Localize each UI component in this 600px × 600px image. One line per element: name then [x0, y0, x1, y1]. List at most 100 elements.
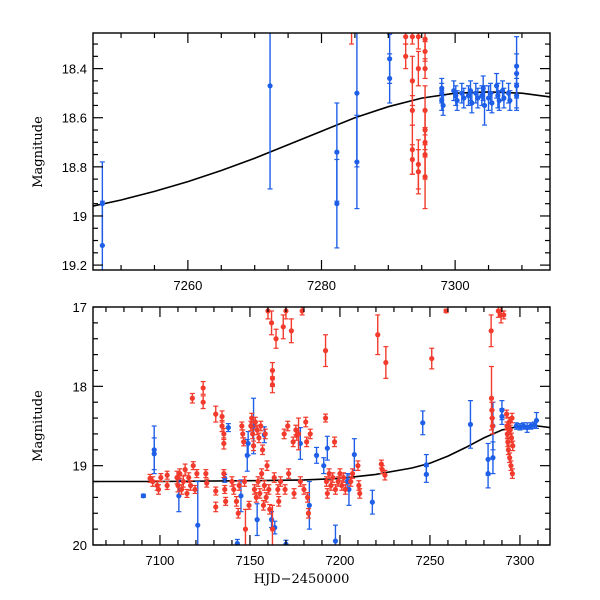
marker: [467, 421, 474, 428]
data-point: [177, 468, 183, 479]
data-point: [383, 346, 389, 379]
data-point: [194, 469, 200, 479]
data-point: [422, 40, 428, 62]
data-point: [510, 440, 516, 452]
marker: [256, 435, 262, 441]
marker: [313, 452, 320, 458]
data-point: [409, 144, 415, 175]
marker: [235, 510, 241, 516]
marker: [254, 427, 260, 433]
marker: [504, 411, 510, 417]
data-point: [403, 33, 409, 45]
data-point: [273, 328, 279, 349]
marker: [342, 486, 348, 493]
marker: [346, 486, 352, 493]
marker: [267, 506, 273, 512]
bottom-panel: 7100 7150 7200 7250 7300 17 18 19 20 Magnitude HJD…: [31, 300, 551, 587]
data-point: [213, 405, 219, 423]
data-point: [305, 507, 312, 519]
data-point: [415, 33, 421, 50]
data-point: [475, 87, 481, 109]
marker: [324, 445, 330, 451]
data-point: [263, 492, 269, 503]
data-point: [250, 428, 256, 440]
data-point: [501, 87, 507, 109]
data-point: [213, 501, 219, 513]
data-point: [423, 465, 429, 483]
data-point: [357, 488, 363, 499]
data-point: [246, 500, 252, 510]
marker: [403, 53, 409, 59]
data-point: [245, 430, 251, 456]
marker: [420, 420, 426, 426]
data-point: [513, 53, 520, 80]
marker: [186, 474, 192, 481]
data-point: [269, 376, 276, 394]
data-point: [233, 496, 240, 507]
data-point: [203, 469, 209, 479]
marker: [513, 63, 520, 69]
marker: [323, 478, 330, 485]
data-point: [268, 310, 275, 336]
data-point: [242, 508, 249, 545]
data-point: [241, 476, 248, 487]
marker: [339, 482, 345, 489]
marker: [254, 517, 260, 523]
marker: [473, 90, 479, 96]
marker: [496, 97, 502, 104]
marker: [151, 451, 157, 457]
x-tick-label: 7150: [235, 553, 264, 568]
data-point: [378, 459, 384, 469]
data-point: [189, 392, 195, 404]
marker: [277, 478, 284, 485]
marker: [357, 490, 363, 497]
data-point: [264, 460, 270, 472]
marker: [241, 439, 247, 445]
marker: [222, 486, 228, 493]
data-point: [266, 484, 272, 495]
marker: [489, 100, 495, 106]
marker: [258, 423, 264, 429]
marker: [356, 482, 362, 489]
data-point: [288, 318, 294, 344]
y-tick-label: 18.8: [62, 160, 87, 175]
data-point: [280, 314, 286, 340]
marker: [513, 93, 520, 99]
model-curve: [93, 425, 550, 483]
marker: [241, 478, 248, 485]
data-point: [225, 423, 231, 433]
marker: [229, 478, 235, 485]
marker: [225, 424, 231, 431]
marker: [429, 355, 435, 362]
data-point: [507, 90, 513, 111]
marker: [415, 66, 421, 72]
plot-frame: [92, 306, 551, 546]
data-point: [240, 429, 246, 439]
marker: [467, 88, 474, 94]
y-tick-label: 19: [73, 459, 87, 474]
marker: [488, 328, 494, 334]
marker: [246, 502, 252, 508]
data-point: [324, 435, 330, 461]
marker: [99, 242, 105, 249]
marker: [454, 97, 460, 104]
data-point: [271, 472, 277, 483]
data-point: [200, 380, 206, 395]
data-point: [158, 473, 164, 483]
marker: [322, 348, 329, 354]
data-point: [355, 460, 361, 472]
marker: [439, 85, 445, 91]
marker: [219, 423, 225, 429]
model-curve: [93, 91, 550, 207]
data-point: [184, 488, 190, 498]
x-tick-label: 7300: [441, 278, 470, 293]
data-point: [234, 538, 240, 545]
x-tick-label: 7200: [325, 553, 354, 568]
data-point: [485, 85, 492, 111]
marker: [268, 320, 275, 326]
marker: [422, 48, 428, 55]
marker: [485, 95, 492, 101]
marker: [155, 486, 162, 493]
marker: [321, 463, 327, 469]
